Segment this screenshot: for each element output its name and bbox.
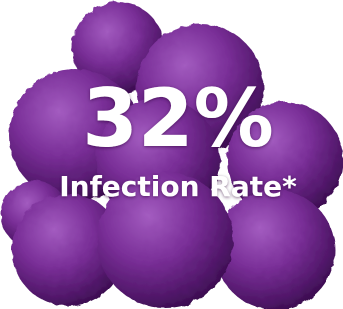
headline: 32% <box>82 72 273 165</box>
cell <box>215 190 335 309</box>
page: 32% Infection Rate* (() => { const data … <box>0 0 343 309</box>
caption: Infection Rate* <box>59 170 297 203</box>
cell-cluster-graphic: 32% Infection Rate* <box>0 0 343 309</box>
